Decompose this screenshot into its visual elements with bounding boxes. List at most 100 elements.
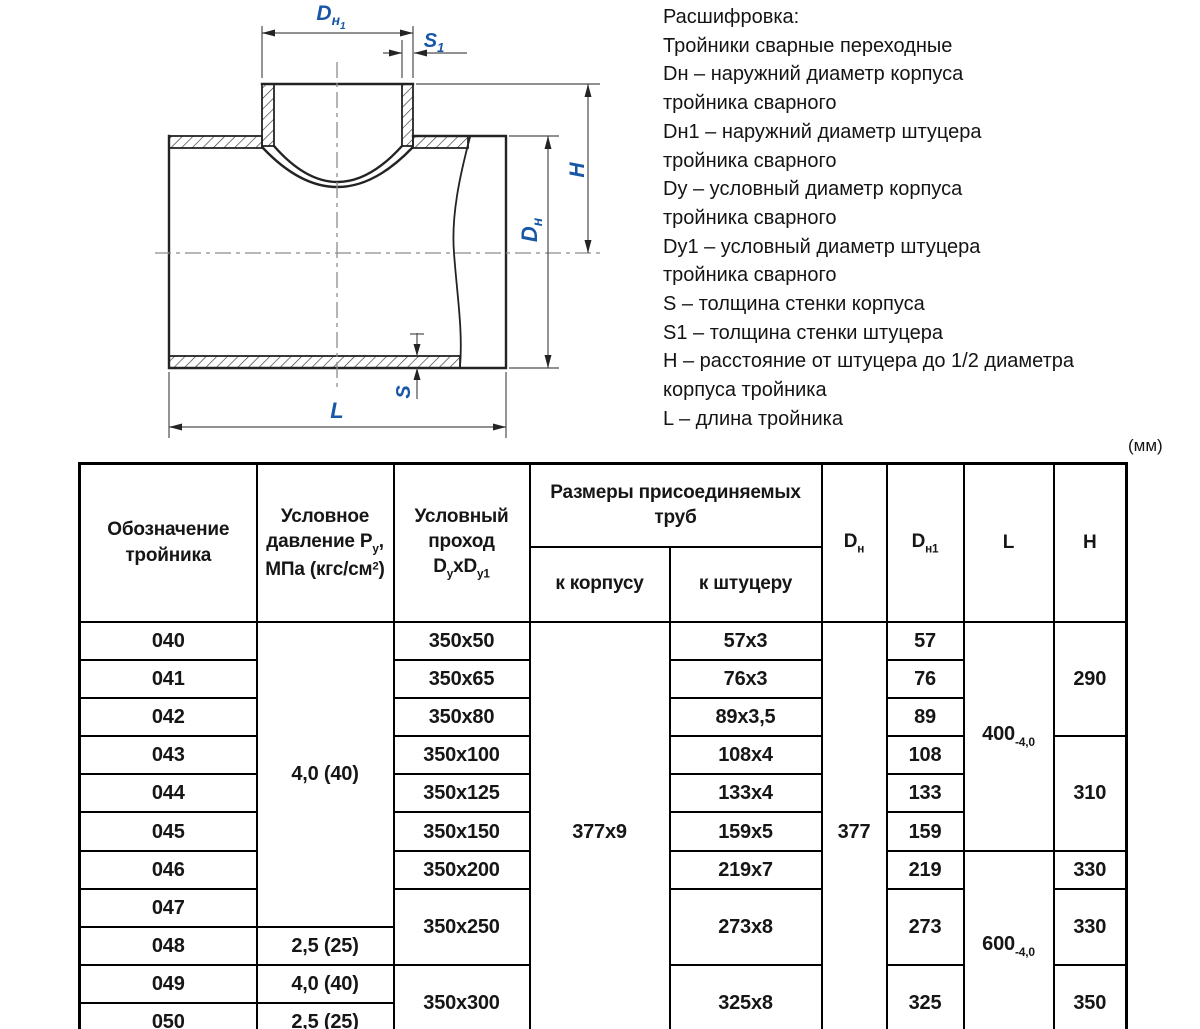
table-cell: 89 [885, 696, 965, 738]
legend-line: S – толщина стенки корпуса [663, 293, 925, 316]
dim-label-h: H [566, 162, 589, 178]
dim-label-l: L [330, 398, 343, 423]
table-cell: 047 [78, 887, 258, 929]
table-cell: 273 [885, 887, 965, 967]
dim-label-s1: S1 [424, 30, 445, 55]
table-cell: 4,0 (40) [255, 964, 395, 1005]
legend-line: корпуса тройника [663, 379, 827, 402]
table-cell: 159x5 [668, 811, 823, 852]
legend-line: Dн1 – наружний диаметр штуцера [663, 120, 982, 143]
table-cell: 76 [885, 658, 965, 699]
table-cell: 350x200 [392, 849, 531, 890]
table-cell: 040 [78, 620, 258, 661]
table-cell: 108x4 [668, 735, 823, 776]
col-header-to-branch: к штуцеру [668, 545, 823, 623]
table-cell: 325x8 [668, 964, 823, 1029]
table-row: 044 350x125 133x4 133 [78, 773, 1127, 814]
table-cell: 310 [1052, 735, 1128, 852]
pipe-walls [168, 83, 469, 369]
legend-line: тройника сварного [663, 149, 837, 172]
table-cell: 350 [1052, 964, 1128, 1029]
table-cell: 050 [78, 1002, 258, 1029]
col-header-pipe-sizes: Размеры присоединяемых труб [528, 462, 823, 548]
table-cell: 330 [1052, 887, 1128, 967]
table-row: 049 4,0 (40) 350x300 325x8 325 350 [78, 964, 1128, 1029]
table-cell: 046 [78, 849, 258, 890]
dim-label-dn1: Dн1 [316, 2, 346, 32]
table-cell: 76x3 [668, 658, 823, 699]
table-cell: 219 [885, 849, 965, 890]
dim-label-s: S [393, 385, 415, 399]
table-cell: 350x100 [392, 735, 531, 776]
col-header-height: H [1052, 462, 1128, 623]
table-cell: 325 [885, 964, 965, 1029]
table-cell: 043 [78, 735, 258, 776]
legend-line: L – длина тройника [663, 407, 843, 430]
table-body: 040 4,0 (40) 350x50 377x9 57x3 377 57 400-4,0 29… [78, 620, 1128, 1029]
table-row: 047 350x250 273x8 273 330 [78, 887, 1128, 967]
col-header-dn1: Dн1 [885, 462, 965, 623]
table-cell: 57x3 [668, 620, 823, 661]
table-cell: 045 [78, 811, 258, 852]
table-cell: 042 [78, 696, 258, 738]
table-cell: 350x80 [392, 696, 531, 738]
table-cell: 219x7 [668, 849, 823, 890]
table-cell: 108 [885, 735, 965, 776]
table-cell: 350x250 [392, 887, 531, 967]
table-header: Обозначение тройника Условное давление Ру… [78, 462, 1128, 623]
dimension-arrows [169, 29, 592, 431]
legend-line: Тройники сварные переходные [663, 34, 953, 57]
table-cell: 350x300 [392, 964, 531, 1029]
table-row: 048 2,5 (25) [78, 925, 1127, 967]
centerlines [155, 62, 601, 390]
table-row: 050 2,5 (25) [78, 1002, 1127, 1029]
table-cell: 041 [78, 658, 258, 699]
table-cell: 133 [885, 773, 965, 814]
table-cell: 4,0 (40) [255, 620, 395, 928]
table-cell: 048 [78, 925, 258, 967]
table-cell: 57 [885, 620, 965, 661]
legend-line: Dн – наружний диаметр корпуса [663, 63, 964, 86]
table-row: 043 350x100 108x4 108 310 [78, 735, 1128, 852]
table-cell: 273x8 [668, 887, 823, 967]
col-header-nominal-bore: Условный проход DуxDу1 [392, 462, 531, 623]
table-row: 045 350x150 159x5 159 [78, 811, 1127, 852]
table-cell: 377 [820, 620, 888, 1029]
table-cell: 600-4,0 [962, 849, 1055, 1029]
legend-line: тройника сварного [663, 92, 837, 115]
tee-technical-drawing: Dн1 S1 H Dн S L [155, 2, 601, 438]
legend-line: тройника сварного [663, 264, 837, 287]
table-cell: 350x65 [392, 658, 531, 699]
col-header-pressure: Условное давление Ру, МПа (кгс/см2) [255, 462, 395, 623]
table-row: 040 4,0 (40) 350x50 377x9 57x3 377 57 400-4,0 29… [78, 620, 1128, 1029]
legend: Расшифровка: Тройники сварные переходные… [663, 3, 1074, 434]
table-cell: 049 [78, 964, 258, 1005]
table-cell: 290 [1052, 620, 1128, 738]
legend-line: тройника сварного [663, 206, 837, 229]
legend-line: Расшифровка: [663, 6, 800, 28]
table-cell: 330 [1052, 849, 1128, 890]
table-cell: 350x125 [392, 773, 531, 814]
legend-line: S1 – толщина стенки штуцера [663, 321, 943, 344]
table-cell: 377x9 [528, 620, 671, 1029]
units-note: (мм) [1128, 436, 1163, 455]
table-cell: 2,5 (25) [255, 925, 395, 967]
col-header-length: L [962, 462, 1055, 623]
col-header-dn: Dн [820, 462, 888, 623]
table-cell: 159 [885, 811, 965, 852]
col-header-designation: Обозначение тройника [78, 462, 258, 623]
dim-label-dn: Dн [517, 217, 545, 242]
table-cell: 044 [78, 773, 258, 814]
legend-line: Dу1 – условный диаметр штуцера [663, 235, 981, 258]
table-cell: 400-4,0 [962, 620, 1055, 852]
legend-line: H – расстояние от штуцера до 1/2 диаметр… [663, 350, 1074, 373]
table-cell: 89x3,5 [668, 696, 823, 738]
table-row: 041 350x65 76x3 76 [78, 658, 1127, 699]
dimensions-table: Обозначение тройника Условное давление Ру… [78, 462, 1128, 1029]
table-row: 042 350x80 89x3,5 89 [78, 696, 1127, 738]
table-row: 046 350x200 219x7 219 600-4,0 330 [78, 849, 1128, 1029]
legend-line: Dу – условный диаметр корпуса [663, 178, 963, 201]
col-header-to-body: к корпусу [528, 545, 671, 623]
table-cell: 2,5 (25) [255, 1002, 395, 1029]
